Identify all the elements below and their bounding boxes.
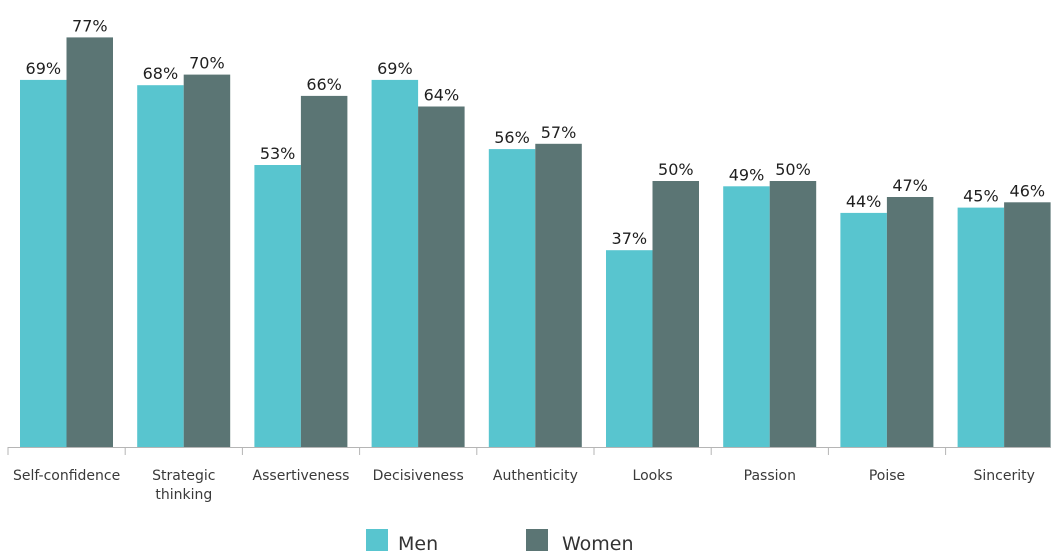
value-label-men-passion: 49% bbox=[729, 165, 765, 184]
value-label-men-sincerity: 45% bbox=[963, 187, 999, 206]
bar-men-sincerity bbox=[957, 207, 1005, 447]
value-label-women-sincerity: 46% bbox=[1010, 181, 1046, 200]
legend: Men Women bbox=[366, 529, 634, 553]
bar-men-looks bbox=[606, 250, 653, 447]
value-label-women-passion: 50% bbox=[775, 160, 811, 179]
category-labels: Self-confidence Strategic thinking Assertiv… bbox=[13, 468, 1035, 503]
bar-women-poise bbox=[886, 197, 934, 447]
bar-men-decisiveness bbox=[371, 79, 419, 448]
bar-women-decisiveness bbox=[418, 106, 465, 447]
category-label-decisiveness: Decisiveness bbox=[373, 468, 464, 484]
bar-women-self-confidence bbox=[66, 37, 113, 448]
category-label-self-confidence: Self-confidence bbox=[13, 468, 120, 484]
value-label-women-looks: 50% bbox=[658, 160, 694, 179]
category-label-looks: Looks bbox=[633, 468, 673, 484]
bar-men-authenticity bbox=[488, 149, 536, 447]
category-label-authenticity: Authenticity bbox=[493, 468, 578, 484]
bar-men-passion bbox=[723, 186, 770, 448]
category-label-strategic-thinking: Strategic thinking bbox=[152, 468, 215, 503]
legend-swatch-women bbox=[526, 529, 548, 551]
category-label-assertiveness: Assertiveness bbox=[253, 468, 350, 484]
value-label-men-assertiveness: 53% bbox=[260, 144, 296, 163]
value-label-women-poise: 47% bbox=[892, 176, 928, 195]
bar-women-passion bbox=[769, 181, 817, 447]
category-label-sincerity: Sincerity bbox=[974, 468, 1035, 484]
value-label-men-decisiveness: 69% bbox=[377, 59, 413, 78]
legend-label-women: Women bbox=[562, 533, 634, 553]
category-label-poise: Poise bbox=[869, 468, 905, 484]
value-label-men-looks: 37% bbox=[612, 229, 648, 248]
legend-swatch-men bbox=[366, 529, 388, 551]
bar-women-strategic-thinking bbox=[183, 74, 231, 447]
legend-label-men: Men bbox=[398, 533, 438, 553]
bar-men-self-confidence bbox=[20, 79, 67, 448]
bars bbox=[20, 37, 1051, 448]
value-label-women-decisiveness: 64% bbox=[424, 86, 460, 105]
value-label-women-assertiveness: 66% bbox=[306, 75, 342, 94]
bar-men-strategic-thinking bbox=[137, 85, 184, 447]
value-label-women-strategic-thinking: 70% bbox=[189, 54, 225, 73]
bar-women-authenticity bbox=[535, 143, 582, 448]
x-axis bbox=[7, 447, 1051, 455]
value-label-men-poise: 44% bbox=[846, 192, 882, 211]
value-label-women-authenticity: 57% bbox=[541, 123, 577, 142]
bar-women-sincerity bbox=[1004, 202, 1051, 447]
value-label-men-strategic-thinking: 68% bbox=[143, 64, 179, 83]
bar-women-looks bbox=[652, 181, 699, 447]
value-labels: 69% 77% 68% 70% 53% 66% 69% 64% 56% 57% 37% 50% 49% 5… bbox=[26, 16, 1046, 248]
value-label-men-authenticity: 56% bbox=[494, 128, 530, 147]
bar-men-poise bbox=[840, 212, 887, 447]
category-label-passion: Passion bbox=[744, 468, 796, 484]
bar-women-assertiveness bbox=[300, 95, 348, 448]
value-label-men-self-confidence: 69% bbox=[26, 59, 62, 78]
bar-men-assertiveness bbox=[254, 165, 301, 447]
value-label-women-self-confidence: 77% bbox=[72, 16, 108, 35]
